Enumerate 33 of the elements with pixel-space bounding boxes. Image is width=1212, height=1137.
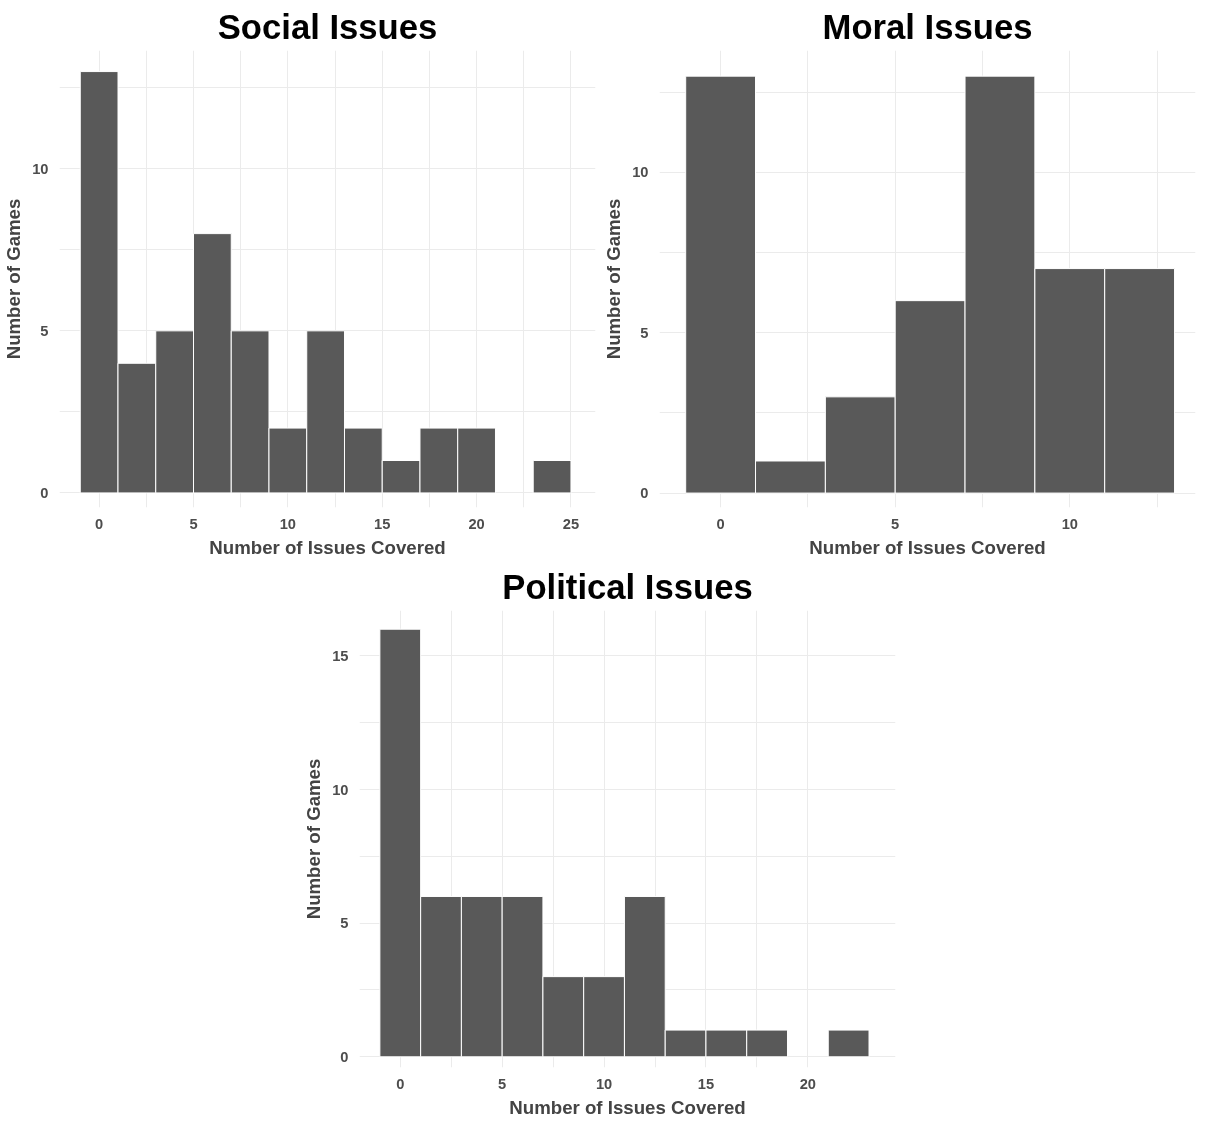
y-tick-label: 5 [340,915,349,932]
y-tick-label: 10 [32,160,49,177]
y-tick-label: 5 [40,322,49,339]
x-tick-label: 5 [891,515,900,532]
x-tick-label: 0 [95,515,104,532]
x-tick-label: 10 [595,1075,613,1092]
y-tick-label: 10 [632,164,649,181]
x-axis-title: Number of Issues Covered [509,1096,746,1118]
x-tick-label: 15 [374,515,391,532]
x-tick-label: 15 [697,1075,715,1092]
x-tick-label: 10 [1061,515,1078,532]
y-tick-label: 0 [340,1048,349,1065]
x-tick-label: 10 [279,515,297,532]
y-axis-title: Number of Games [603,198,625,360]
y-axis-title: Number of Games [303,758,325,920]
chart-title: Social Issues [217,7,438,46]
x-tick-label: 25 [562,515,580,532]
chart-title: Moral Issues [822,7,1033,46]
x-tick-label: 0 [716,515,725,532]
x-tick-label: 5 [498,1075,507,1092]
y-tick-label: 0 [640,485,649,502]
y-axis-title: Number of Games [3,198,25,360]
x-tick-label: 0 [396,1075,405,1092]
chart-title: Political Issues [502,567,753,606]
x-axis-title: Number of Issues Covered [209,536,446,558]
y-tick-label: 0 [40,484,49,501]
x-tick-label: 5 [189,515,198,532]
y-tick-label: 10 [332,781,349,798]
x-tick-label: 20 [799,1075,817,1092]
x-axis-title: Number of Issues Covered [809,536,1046,558]
y-tick-label: 5 [640,324,649,341]
y-tick-label: 15 [332,647,349,664]
x-tick-label: 20 [468,515,485,532]
